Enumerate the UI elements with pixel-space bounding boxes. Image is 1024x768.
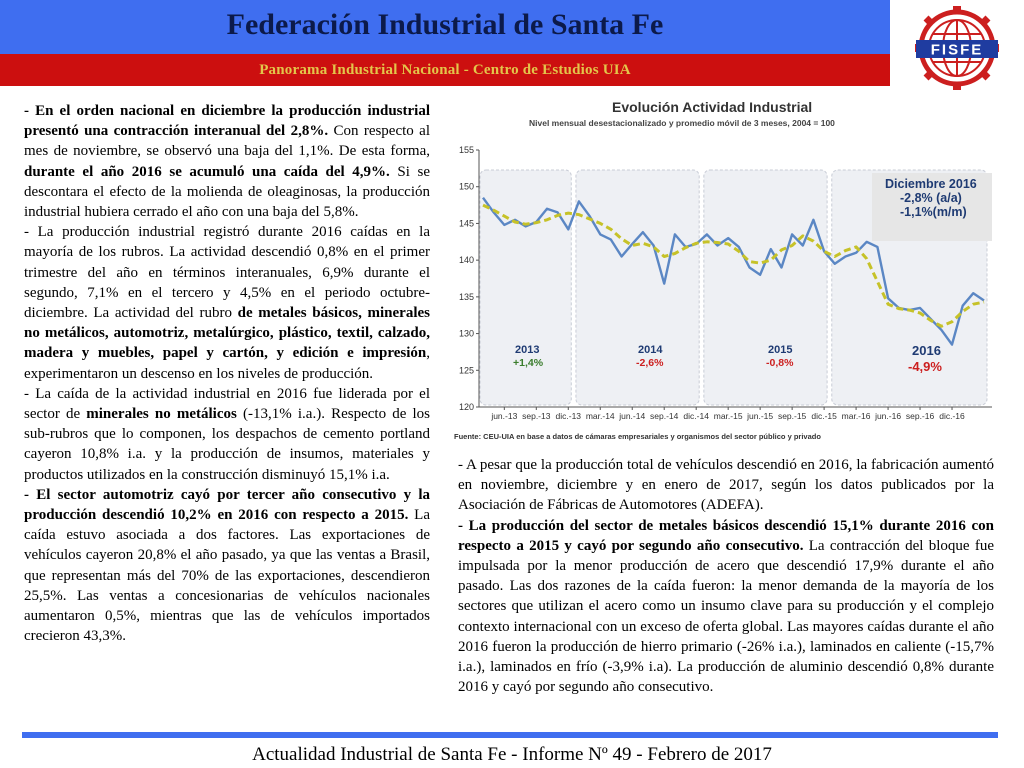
- x-tick-label: jun.-13: [490, 411, 517, 421]
- year-label: 2015: [768, 344, 792, 356]
- text-run: Con respecto al mes de noviembre, se obs…: [24, 123, 430, 160]
- bold-text-run: durante el año 2016 se acumuló una caída…: [24, 163, 390, 180]
- x-tick-label: sep.-13: [522, 411, 551, 421]
- year-band: [479, 169, 572, 406]
- fisfe-logo: FISFE: [902, 4, 1012, 92]
- paragraph: - La producción del sector de metales bá…: [458, 516, 994, 698]
- x-tick-label: sep.-16: [906, 411, 935, 421]
- year-change-label: -2,6%: [636, 357, 664, 369]
- y-tick-label: 145: [459, 218, 474, 228]
- bold-text-run: - El sector automotriz cayó por tercer a…: [24, 486, 430, 524]
- annotation-box: [872, 173, 992, 241]
- x-tick-label: jun.-16: [874, 411, 901, 421]
- bold-text-run: de metales básicos, minerales no metálic…: [24, 305, 430, 362]
- x-tick-label: dic.-15: [811, 411, 837, 421]
- text-run: - La caída de la actividad industrial en…: [24, 385, 430, 423]
- annotation-line: -1,1%(m/m): [900, 205, 967, 219]
- chart-source: Fuente: CEU-UIA en base a datos de cámar…: [454, 432, 821, 441]
- year-label: 2013: [515, 344, 539, 356]
- paragraph: - La producción industrial registró dura…: [24, 222, 430, 384]
- x-tick-label: jun.-15: [746, 411, 773, 421]
- fisfe-logo-graphic: FISFE: [915, 6, 999, 90]
- chart-svg: Evolución Actividad Industrial Nivel men…: [452, 95, 1000, 445]
- page-subtitle: Panorama Industrial Nacional - Centro de…: [259, 62, 631, 78]
- paragraph: - En el orden nacional en diciembre la p…: [24, 101, 430, 222]
- text-run: La contracción del bloque fue impulsada …: [458, 537, 994, 696]
- x-tick-label: sep.-14: [650, 411, 679, 421]
- left-text-column: - En el orden nacional en diciembre la p…: [24, 101, 430, 646]
- year-band: [703, 169, 828, 406]
- text-run: , experimentaron un descenso en los nive…: [24, 345, 430, 382]
- year-change-label: -4,9%: [908, 359, 942, 374]
- text-run: - A pesar que la producción total de veh…: [458, 457, 994, 514]
- paragraph: - A pesar que la producción total de veh…: [458, 455, 994, 516]
- text-run: - La producción industrial registró dura…: [24, 224, 430, 322]
- x-tick-label: mar.-14: [586, 411, 615, 421]
- industrial-activity-chart: Evolución Actividad Industrial Nivel men…: [452, 95, 1000, 445]
- header-red-band: [0, 54, 890, 86]
- paragraph: - El sector automotriz cayó por tercer a…: [24, 485, 430, 647]
- year-label: 2016: [912, 343, 941, 358]
- bold-text-run: - En el orden nacional en diciembre la p…: [24, 103, 430, 140]
- year-band: [575, 169, 700, 406]
- x-tick-label: dic.-13: [556, 411, 582, 421]
- text-run: Si se descontara el efecto de la moliend…: [24, 163, 430, 221]
- moving-average-line: [482, 203, 985, 328]
- year-change-label: -0,8%: [766, 357, 794, 369]
- annotation-line: Diciembre 2016: [885, 177, 977, 191]
- header-blue-band: [0, 0, 890, 54]
- footer-text: Actualidad Industrial de Santa Fe - Info…: [252, 744, 772, 765]
- y-tick-label: 130: [459, 329, 474, 339]
- logo-text: FISFE: [931, 42, 984, 59]
- year-change-label: +1,4%: [513, 357, 544, 369]
- chart-title: Evolución Actividad Industrial: [612, 99, 812, 115]
- text-run: (-13,1% i.a.). Respecto de los sub-rubro…: [24, 406, 431, 483]
- y-tick-label: 155: [459, 145, 474, 155]
- bold-text-run: - La producción del sector de metales bá…: [458, 517, 994, 554]
- y-tick-label: 150: [459, 182, 474, 192]
- text-run: La caída estuvo asociada a dos factores.…: [24, 507, 431, 645]
- x-tick-label: dic.-14: [683, 411, 709, 421]
- footer-rule: [22, 732, 998, 738]
- chart-subtitle: Nivel mensual desestacionalizado y prome…: [529, 118, 835, 128]
- x-tick-label: mar.-15: [714, 411, 743, 421]
- y-tick-label: 125: [459, 365, 474, 375]
- x-tick-label: sep.-15: [778, 411, 807, 421]
- x-tick-label: jun.-14: [618, 411, 645, 421]
- y-tick-label: 120: [459, 402, 474, 412]
- annotation-line: -2,8% (a/a): [900, 191, 962, 205]
- bold-text-run: minerales no metálicos: [86, 406, 237, 423]
- x-tick-label: mar.-16: [842, 411, 871, 421]
- y-tick-label: 135: [459, 292, 474, 302]
- x-tick-label: dic.-16: [939, 411, 965, 421]
- y-tick-label: 140: [459, 255, 474, 265]
- year-label: 2014: [638, 344, 663, 356]
- paragraph: - La caída de la actividad industrial en…: [24, 384, 430, 485]
- right-text-column: - A pesar que la producción total de veh…: [458, 455, 994, 697]
- page-title: Federación Industrial de Santa Fe: [226, 8, 664, 41]
